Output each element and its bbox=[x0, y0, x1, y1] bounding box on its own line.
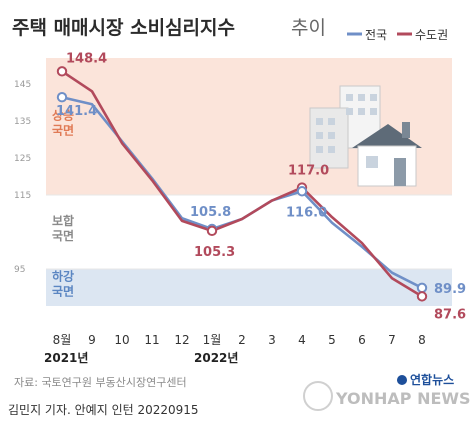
x-tick-8: 4 bbox=[298, 333, 306, 347]
x-tick-4: 12 bbox=[174, 333, 189, 347]
data-label-4: 117.0 bbox=[288, 164, 329, 179]
data-labels: 148.4 141.4 105.8 105.3 117.0 116.0 89.9 87.6 bbox=[56, 51, 466, 322]
band-label-2-0: 하강 bbox=[52, 268, 74, 283]
y-tick-1: 115 bbox=[14, 191, 31, 201]
logo-english: YONHAP NEWS bbox=[335, 389, 471, 408]
legend-label-national: 전국 bbox=[365, 28, 387, 42]
x-tick-0: 8월 bbox=[53, 333, 72, 347]
x-year-0: 2021년 bbox=[44, 351, 88, 365]
y-axis-ticks: 95 115 125 135 145 bbox=[14, 80, 31, 275]
point-marker-5 bbox=[296, 186, 308, 197]
band-label-2-1: 국면 bbox=[52, 283, 74, 298]
data-label-0: 148.4 bbox=[66, 51, 107, 66]
point-marker-7 bbox=[416, 291, 428, 302]
y-tick-2: 125 bbox=[14, 154, 31, 164]
data-label-2: 105.8 bbox=[190, 205, 231, 220]
yonhap-logo: 연합뉴스 YONHAP NEWS bbox=[303, 372, 471, 411]
x-axis: 8월 9 10 11 12 1월 2 3 4 5 6 7 8 2021년 2022년 bbox=[44, 333, 426, 365]
x-tick-11: 7 bbox=[388, 333, 396, 347]
x-year-1: 2022년 bbox=[194, 351, 238, 365]
logo-globe-icon bbox=[397, 375, 407, 385]
band-label-0-1: 국면 bbox=[52, 122, 74, 137]
data-label-7: 87.6 bbox=[434, 307, 466, 322]
y-tick-4: 145 bbox=[14, 80, 31, 90]
point-marker-0 bbox=[56, 66, 68, 77]
legend-label-capital: 수도권 bbox=[415, 28, 448, 42]
point-marker-1 bbox=[56, 92, 68, 103]
series-line-1 bbox=[61, 70, 423, 298]
x-tick-5: 1월 bbox=[203, 333, 222, 347]
data-label-5: 116.0 bbox=[286, 205, 327, 220]
x-tick-10: 6 bbox=[358, 333, 366, 347]
data-label-6: 89.9 bbox=[434, 282, 466, 297]
x-tick-12: 8 bbox=[418, 333, 426, 347]
x-tick-9: 5 bbox=[328, 333, 336, 347]
logo-korean: 연합뉴스 bbox=[410, 372, 454, 387]
band-label-1-1: 국면 bbox=[52, 228, 74, 243]
point-marker-3 bbox=[206, 225, 218, 237]
chart-title: 주택 매매시장 소비심리지수 bbox=[12, 17, 235, 39]
legend: 전국 수도권 bbox=[347, 28, 448, 42]
band-label-0-0: 상승 bbox=[52, 107, 74, 122]
x-tick-1: 9 bbox=[88, 333, 96, 347]
x-tick-6: 2 bbox=[238, 333, 246, 347]
point-marker-6 bbox=[416, 282, 428, 294]
x-tick-7: 3 bbox=[268, 333, 276, 347]
data-label-1: 141.4 bbox=[56, 104, 97, 119]
series-lines bbox=[56, 66, 428, 302]
y-tick-3: 135 bbox=[14, 117, 31, 127]
chart-subtitle: 추이 bbox=[291, 17, 326, 39]
x-tick-3: 11 bbox=[144, 333, 159, 347]
y-tick-0: 95 bbox=[14, 265, 25, 275]
data-label-3: 105.3 bbox=[194, 245, 235, 260]
band-1 bbox=[46, 194, 452, 269]
house-illustration bbox=[309, 85, 422, 187]
band-label-1-0: 보합 bbox=[52, 213, 74, 228]
source-text: 자료: 국토연구원 부동산시장연구센터 bbox=[14, 376, 187, 389]
band-2 bbox=[46, 268, 452, 306]
x-tick-2: 10 bbox=[114, 333, 129, 347]
credit-text: 김민지 기자. 안예지 인턴 20220915 bbox=[8, 403, 199, 417]
